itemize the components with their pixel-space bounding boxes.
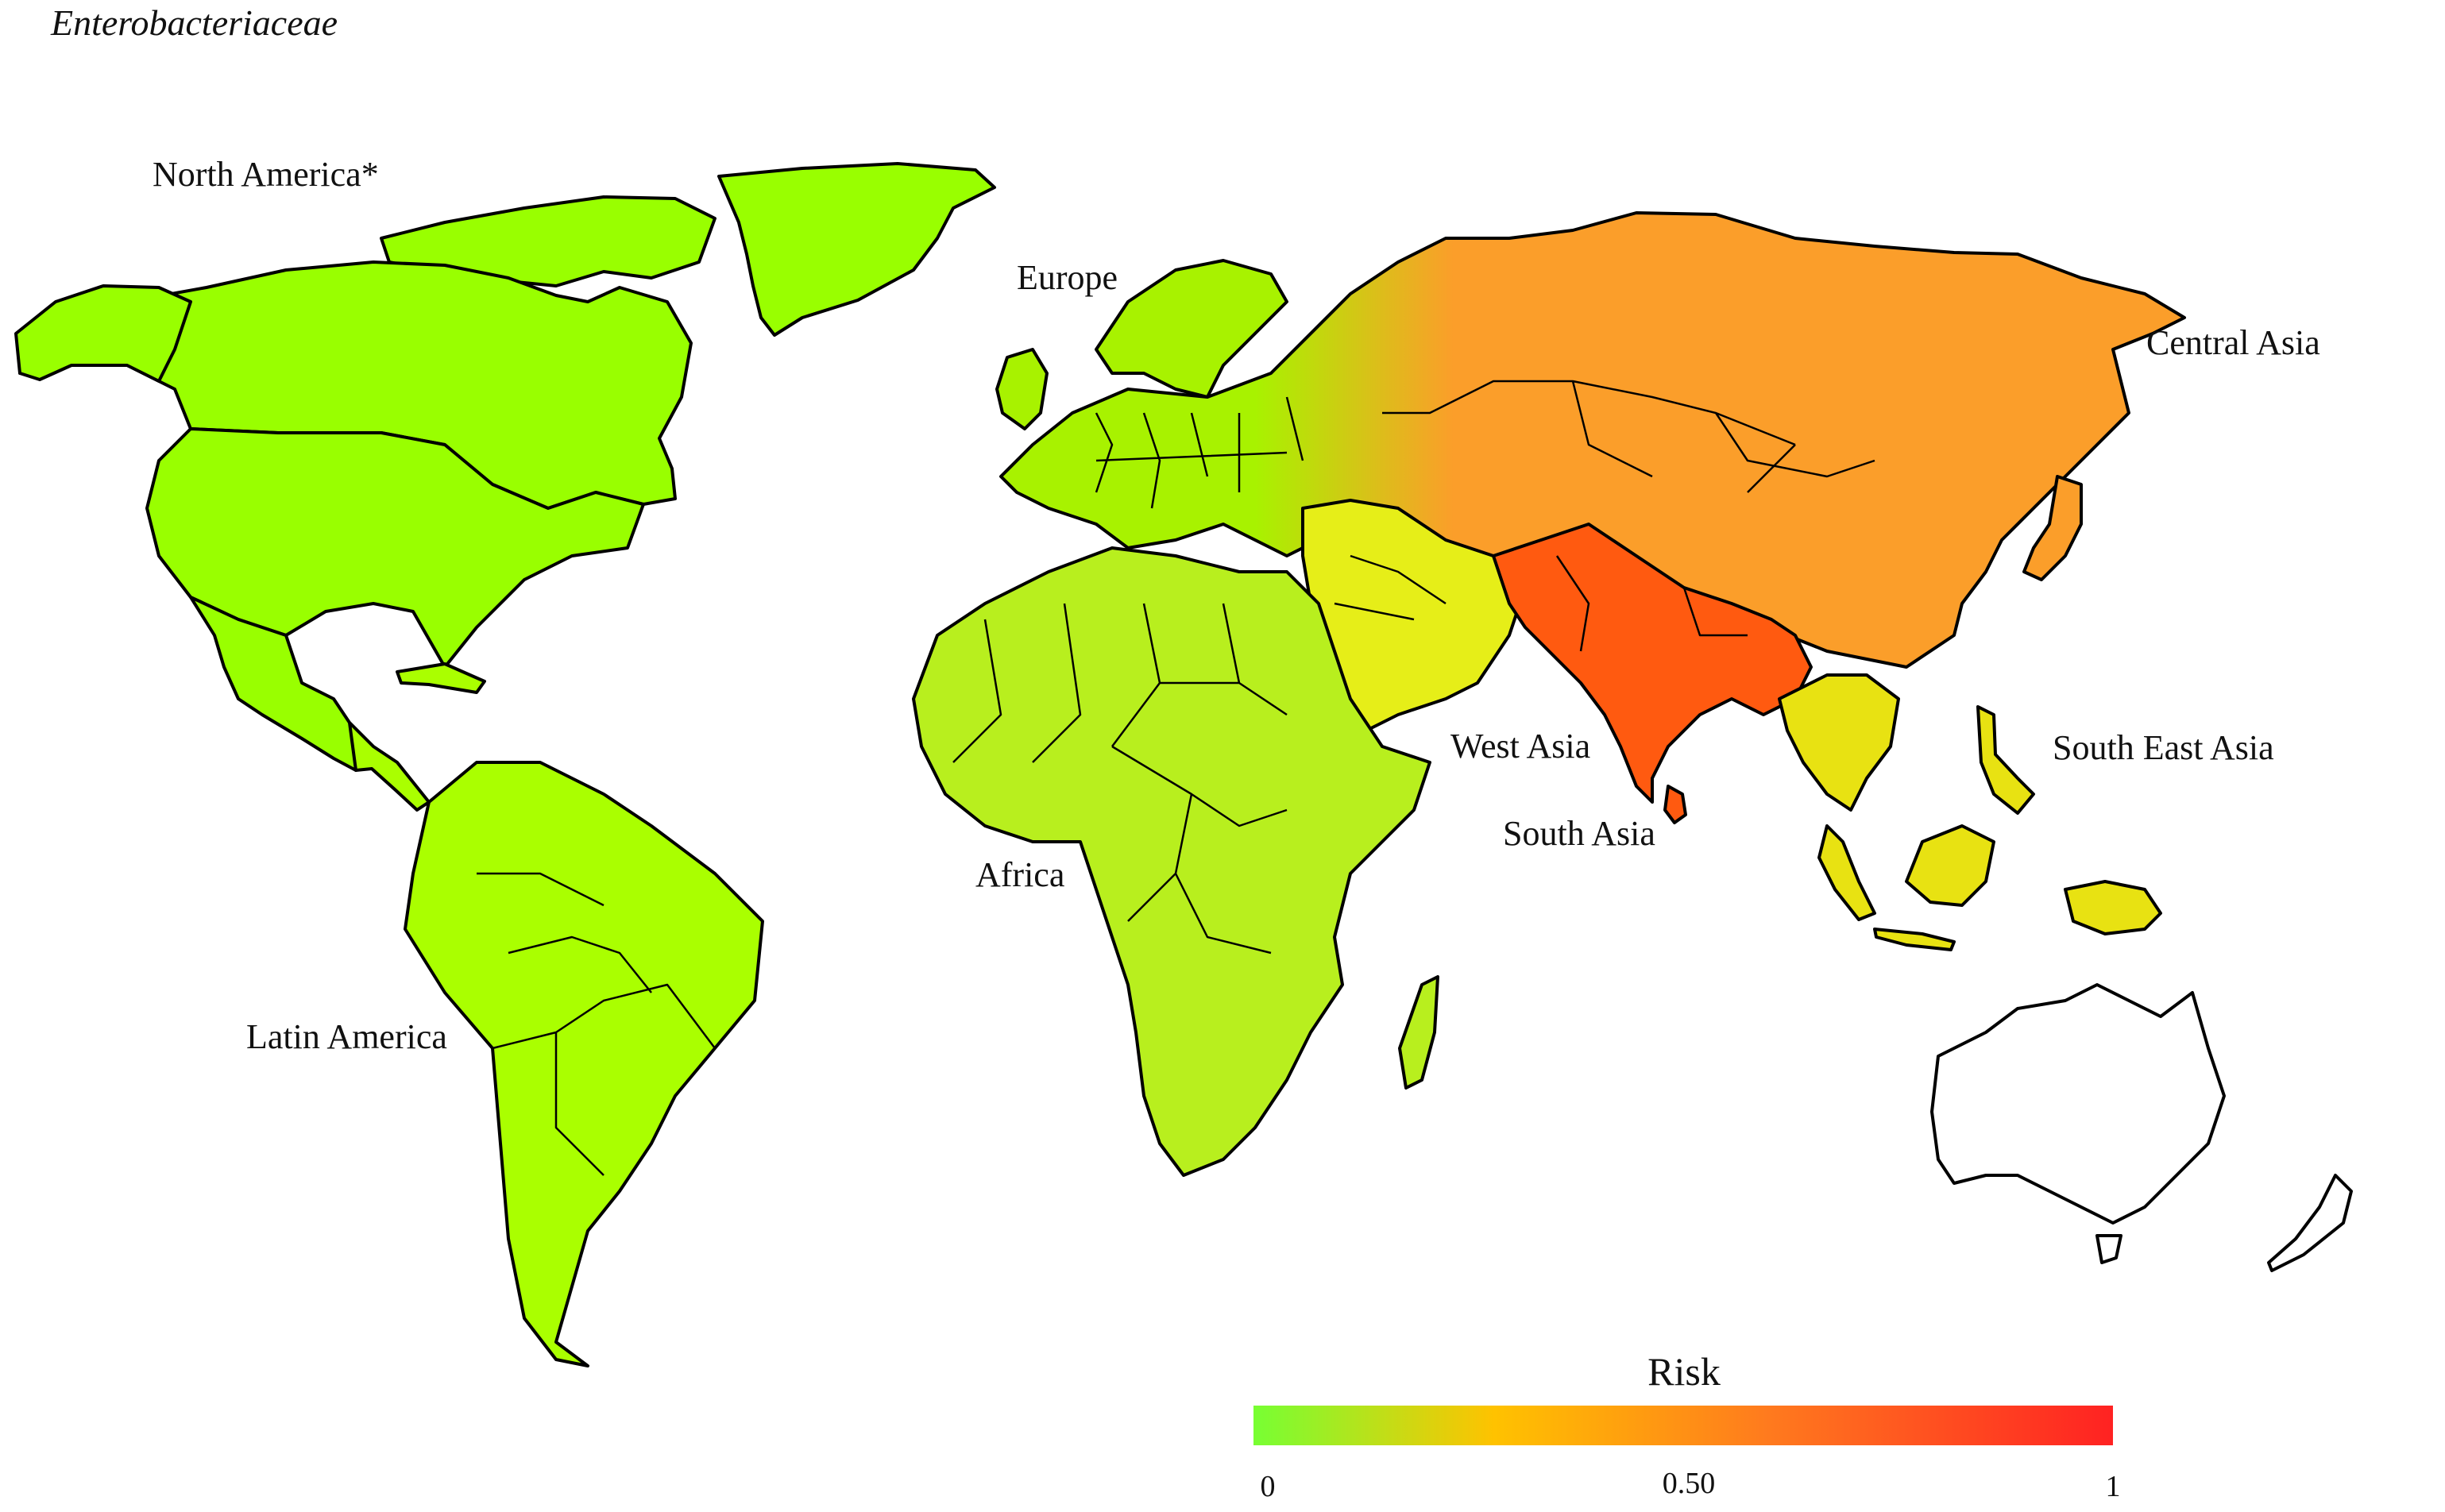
africa-borders [952, 603, 1288, 955]
south-america-borders [477, 872, 716, 1176]
legend-color-bar [1253, 1406, 2113, 1445]
region-eurasia [995, 211, 2186, 669]
europe-borders [1095, 396, 1304, 509]
japan-shape [2022, 475, 2083, 581]
tasmania-shape [2095, 1234, 2122, 1264]
region-south-east-asia [1778, 673, 2162, 951]
label-west-asia: West Asia [1450, 727, 1590, 766]
label-africa: Africa [975, 855, 1064, 894]
risk-legend: Risk 0 0.50 1 [1253, 1349, 2121, 1503]
region-west-asia [1301, 499, 1527, 732]
caribbean-shape [396, 662, 486, 694]
canada-usa-border [190, 427, 446, 446]
new-guinea-shape [2064, 880, 2162, 935]
java-shape [1873, 928, 1956, 951]
region-oceania [1930, 983, 2353, 1272]
map-title: Enterobacteriaceae [51, 2, 338, 43]
legend-tick-min: 0 [1261, 1470, 1276, 1503]
africa-shape [912, 546, 1431, 1177]
west-asia-borders [1334, 554, 1447, 621]
south-asia-shape [1492, 523, 1813, 804]
south-asia-borders [1555, 555, 1748, 652]
eurasia-shape [999, 211, 2186, 669]
label-europe: Europe [1017, 258, 1118, 297]
usa-shape [145, 427, 645, 669]
region-south-asia [1492, 523, 1813, 824]
philippines-shape [1976, 705, 2035, 815]
madagascar-shape [1398, 975, 1439, 1090]
label-central-asia: Central Asia [2146, 323, 2320, 362]
central-america-shape [348, 721, 431, 812]
asia-borders [1382, 380, 1875, 493]
label-south-asia: South Asia [1503, 814, 1655, 853]
australia-shape [1930, 983, 2226, 1225]
region-latin-america [348, 662, 764, 1367]
new-zealand-shape [2267, 1174, 2353, 1272]
indochina-shape [1778, 673, 1900, 812]
sri-lanka-shape [1663, 785, 1687, 824]
label-north-america: North America* [153, 155, 379, 194]
legend-tick-max: 1 [2106, 1470, 2121, 1503]
region-africa [912, 546, 1439, 1177]
malaysia-shape [1817, 824, 1876, 921]
legend-tick-mid: 0.50 [1663, 1467, 1716, 1500]
label-latin-america: Latin America [246, 1017, 447, 1056]
greenland-shape [717, 162, 996, 337]
scandinavia-shape [1095, 259, 1288, 399]
label-south-east-asia: South East Asia [2053, 728, 2274, 767]
alaska-shape [14, 284, 192, 383]
british-isles-shape [995, 348, 1049, 430]
south-america-shape [404, 761, 764, 1367]
legend-title: Risk [1647, 1349, 1721, 1394]
borneo-shape [1905, 824, 1995, 907]
region-north-america [14, 162, 996, 772]
